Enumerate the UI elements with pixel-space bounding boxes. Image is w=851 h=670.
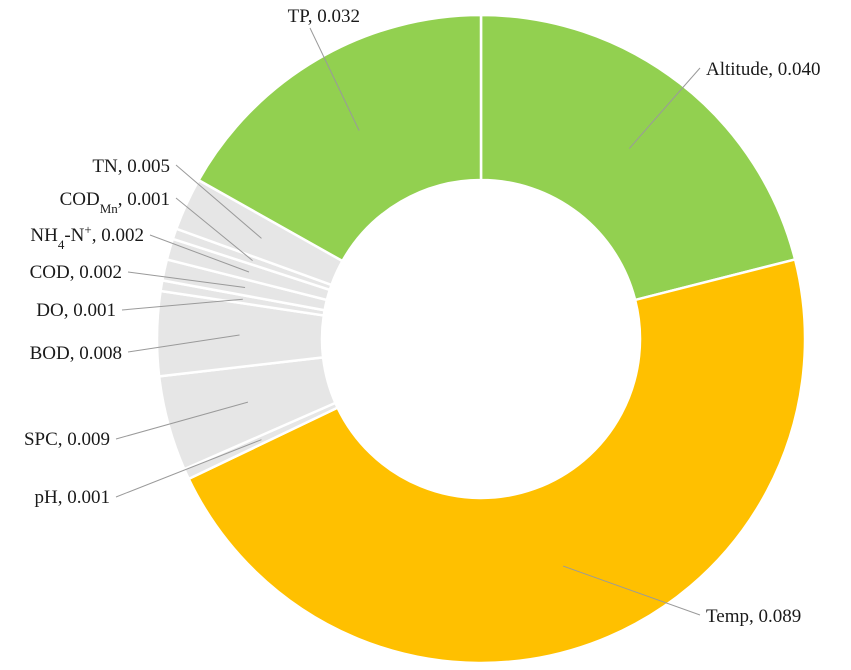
leader-codmn [175, 197, 253, 261]
leader-lines [115, 27, 701, 616]
leader-nh4-n- [149, 234, 250, 273]
label-tp: TP, 0.032 [288, 6, 360, 27]
leader-tp [309, 27, 360, 131]
donut-slices [155, 13, 807, 665]
label-do: DO, 0.001 [36, 300, 116, 321]
label-nh4-n-: NH4-N+, 0.002 [30, 222, 144, 252]
slice-labels: Altitude, 0.040 Temp, 0.089 pH, 0.001 SPC, … [24, 6, 821, 627]
label-tn: TN, 0.005 [92, 156, 170, 177]
slice-tp [196, 13, 483, 263]
label-codmn: CODMn, 0.001 [60, 189, 170, 216]
slice-altitude [479, 13, 797, 302]
label-bod: BOD, 0.008 [30, 343, 122, 364]
leader-ph [115, 439, 262, 498]
label-spc: SPC, 0.009 [24, 429, 110, 450]
label-temp: Temp, 0.089 [706, 606, 801, 627]
label-altitude: Altitude, 0.040 [706, 59, 821, 80]
label-ph: pH, 0.001 [35, 487, 110, 508]
leader-tn [175, 164, 262, 239]
leader-do [121, 298, 243, 311]
leader-altitude [628, 67, 701, 149]
slice-temp [187, 257, 807, 665]
leader-bod [127, 334, 240, 353]
label-cod: COD, 0.002 [30, 262, 122, 283]
leader-spc [115, 401, 249, 440]
leader-cod [127, 271, 246, 288]
leader-temp [563, 565, 701, 616]
